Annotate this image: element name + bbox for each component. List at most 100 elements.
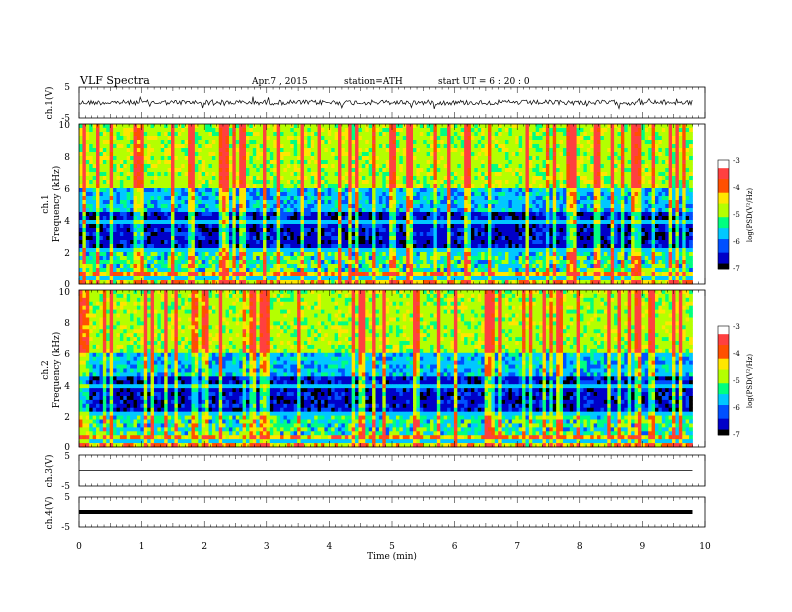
ch1-spectrogram-cell [181, 152, 186, 157]
ch1-spectrogram-cell [372, 164, 376, 169]
ch1-spectrogram-cell [637, 188, 642, 193]
ch1-spectrogram-cell [314, 204, 318, 209]
ch1-spectrogram-cell [109, 228, 114, 233]
ch1-spectrogram-cell [320, 224, 325, 229]
ch1-spectrogram-cell [672, 176, 676, 181]
ch1-spectrogram-cell [685, 128, 690, 133]
ch1-spectrogram-cell [470, 208, 475, 213]
ch1-spectrogram-cell [194, 156, 199, 161]
ch1-spectrogram-cell [126, 232, 131, 237]
ch1-spectrogram-cell [331, 136, 336, 141]
ch1-spectrogram-cell [481, 224, 485, 229]
ch1-spectrogram-cell [467, 188, 472, 193]
ch1-spectrogram-cell [433, 140, 438, 145]
ch1-spectrogram-cell [597, 212, 601, 217]
ch1-spectrogram-cell [580, 172, 584, 177]
ch1-spectrogram-cell [545, 208, 550, 213]
ch1-spectrogram-cell [409, 128, 414, 133]
ch1-spectrogram-cell [293, 228, 298, 233]
ch1-spectrogram-cell [689, 208, 693, 213]
ch1-spectrogram-cell [201, 204, 206, 209]
ch1-spectrogram-cell [79, 212, 83, 217]
ch1-spectrogram-cell [597, 164, 601, 169]
ch1-spectrogram-cell [617, 196, 622, 201]
ch1-spectrogram-cell [508, 220, 513, 225]
ch1-spectrogram-cell [661, 212, 666, 217]
ch1-spectrogram-cell [136, 136, 141, 141]
ch1-spectrogram-cell [263, 176, 267, 181]
ch1-spectrogram-cell [402, 128, 407, 133]
ch1-spectrogram-cell [348, 168, 353, 173]
ch1-spectrogram-cell [130, 232, 134, 237]
ch1-spectrogram-cell [528, 204, 533, 209]
ch1-spectrogram-cell [634, 172, 639, 177]
ch1-spectrogram-cell [188, 172, 192, 177]
ch1-spectrogram-cell [283, 208, 288, 213]
ch1-spectrogram-cell [453, 172, 458, 177]
ch1-spectrogram-cell [477, 188, 482, 193]
ch1-spectrogram-cell [532, 148, 537, 153]
ch1-spectrogram-cell [453, 200, 458, 205]
ch1-spectrogram-cell [228, 152, 233, 157]
ch1-spectrogram-cell [566, 196, 571, 201]
ch1-spectrogram-cell [174, 184, 179, 189]
ch1-spectrogram-cell [392, 128, 397, 133]
ch1-spectrogram-cell [133, 156, 138, 161]
ch1-spectrogram-cell [382, 168, 387, 173]
ch1-spectrogram-cell [194, 176, 199, 181]
ch1-spectrogram-cell [644, 152, 649, 157]
ch1-spectrogram-cell [307, 176, 312, 181]
ch1-spectrogram-cell [641, 196, 646, 201]
ch1-spectrogram-cell [378, 140, 383, 145]
ch1-spectrogram-cell [665, 180, 670, 185]
ch1-spectrogram-cell [654, 220, 659, 225]
ch1-spectrogram-cell [341, 148, 346, 153]
ch1-spectrogram-cell [399, 228, 404, 233]
ch1-spectrogram-cell [511, 208, 516, 213]
ch1-spectrogram-cell [532, 144, 537, 149]
ch1-spectrogram-cell [215, 164, 220, 169]
ch1-spectrogram-cell [494, 192, 499, 197]
ch1-spectrogram-cell [160, 140, 165, 145]
ch1-spectrogram-cell [228, 160, 233, 165]
ch1-spectrogram-cell [249, 168, 254, 173]
ch1-spectrogram-cell [562, 212, 567, 217]
ch1-spectrogram-cell [569, 228, 574, 233]
ch1-spectrogram-cell [593, 128, 598, 133]
ch1-spectrogram-cell [239, 232, 243, 237]
ch1-spectrogram-cell [334, 200, 339, 205]
ch1-spectrogram-cell [416, 188, 421, 193]
ch1-spectrogram-cell [542, 124, 547, 129]
ch1-spectrogram-cell [426, 212, 431, 217]
ch1-spectrogram-cell [460, 220, 465, 225]
ch1-spectrogram-cell [651, 128, 656, 133]
ch1-spectrogram-cell [283, 136, 288, 141]
ch1-spectrogram-cell [365, 156, 370, 161]
ch1-spectrogram-cell [426, 180, 431, 185]
ch1-spectrogram-cell [228, 216, 233, 221]
ch1-spectrogram-cell [505, 156, 509, 161]
ch1-spectrogram-cell [607, 224, 612, 229]
ch1-spectrogram-cell [522, 160, 526, 165]
ch1-spectrogram-cell [208, 212, 213, 217]
ch1-spectrogram-cell [96, 172, 100, 177]
ch1-spectrogram-cell [109, 188, 114, 193]
ch1-spectrogram-cell [242, 160, 247, 165]
ch1-spectrogram-cell [123, 172, 128, 177]
ch1-spectrogram-cell [290, 204, 295, 209]
ch1-spectrogram-cell [477, 168, 482, 173]
ch1-spectrogram-cell [610, 160, 615, 165]
ch1-spectrogram-cell [389, 160, 393, 165]
ch1-waveform-ylabel: ch.1(V) [44, 87, 55, 120]
ch1-spectrogram-cell [361, 180, 366, 185]
ch1-spectrogram-cell [648, 160, 652, 165]
ch1-spectrogram-cell [310, 176, 315, 181]
ch1-spectrogram-cell [208, 152, 213, 157]
ch1-spectrogram-cell [133, 132, 138, 137]
ch1-spectrogram-cell [661, 224, 666, 229]
ch1-spectrogram-cell [525, 224, 530, 229]
ch1-spectrogram-cell [443, 192, 448, 197]
ch1-spectrogram-cell [300, 184, 305, 189]
ch1-spectrogram-cell [474, 204, 479, 209]
ch1-spectrogram-cell [470, 216, 475, 221]
